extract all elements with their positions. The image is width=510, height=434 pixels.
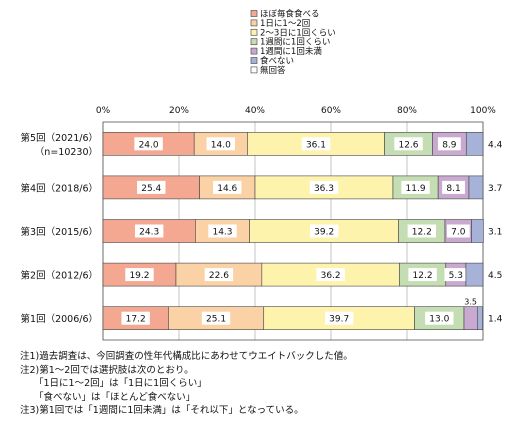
footnote-1: 注1)過去調査は、今回調査の性年代構成比にあわせてウエイトバックした値。 [20, 351, 353, 362]
data-label: 12.2 [412, 228, 432, 238]
data-label-box [444, 268, 468, 282]
x-tick-label: 100% [470, 106, 496, 116]
data-label: 39.2 [314, 228, 334, 238]
data-label-box [213, 180, 242, 194]
legend: ほぼ毎食食べる1日に1〜2回2〜3日に1回くらい1週間に1回くらい1週間に1回未… [250, 9, 336, 76]
data-label: 12.2 [413, 271, 433, 281]
footnote-2: 注2)第1〜2回では選択肢は次のとおり。 [20, 364, 194, 376]
data-label: 3.5 [464, 298, 477, 307]
bar-segment [468, 175, 484, 200]
y-category-label: 第3回（2015/6） [21, 226, 98, 238]
data-label-box [204, 268, 234, 282]
data-label-box [134, 137, 163, 151]
data-label: 25.1 [206, 315, 226, 325]
data-label: 24.0 [139, 140, 159, 150]
data-label: 22.6 [209, 271, 229, 281]
legend-label: 無回答 [260, 65, 286, 76]
data-label-box [437, 137, 461, 151]
data-label: 39.7 [329, 315, 349, 325]
data-label-box [125, 268, 154, 282]
bar-segment [465, 132, 484, 156]
data-label: 13.0 [429, 315, 449, 325]
data-label-box [442, 180, 465, 194]
data-label: 25.4 [141, 184, 161, 194]
legend-swatch [250, 57, 258, 64]
data-label: 36.2 [321, 271, 341, 281]
legend-swatch [250, 10, 258, 17]
data-label: 14.0 [211, 140, 231, 150]
y-axis-labels: 第5回（2021/6） （n=10230） 第4回（2018/6） 第3回（2015/… [21, 132, 98, 325]
legend-label: 1日に1〜2回 [260, 19, 310, 29]
data-label-box [446, 224, 470, 238]
data-label-box [134, 224, 164, 238]
data-label: 17.2 [126, 315, 146, 325]
x-tick-label: 60% [321, 106, 341, 116]
footnote-2a: 「1日に1〜2回」は「1日に1回くらい」 [34, 378, 207, 389]
data-label: 14.6 [217, 184, 237, 194]
bar-segment [463, 306, 478, 331]
plot-area: 24.0 14.0 36.1 12.6 8.9 4.4 25.4 14.6 36.3 11.9 8.… [102, 121, 503, 341]
data-label-box [401, 180, 430, 194]
data-label-box [137, 180, 166, 194]
data-label-box [309, 180, 339, 194]
data-label: 4.5 [488, 271, 502, 281]
data-label: 4.4 [488, 140, 503, 150]
y-category-label: 第2回（2012/6） [21, 270, 98, 282]
legend-swatch [250, 47, 258, 55]
bar-segment [465, 262, 484, 287]
y-category-label: 第1回（2006/6） [21, 313, 98, 325]
y-category-label: 第4回（2018/6） [21, 182, 98, 194]
data-label-box [324, 311, 354, 325]
data-label-box [408, 268, 437, 282]
data-label-box [208, 224, 237, 238]
data-label: 3.7 [488, 184, 502, 194]
data-label-box [425, 311, 454, 325]
x-tick-label: 20% [169, 106, 189, 116]
y-category-sublabel: （n=10230） [35, 146, 98, 158]
data-label: 8.9 [442, 140, 457, 150]
legend-label: 1週間に1回くらい [260, 38, 330, 48]
data-label-box [206, 137, 235, 151]
data-label-box [201, 311, 231, 325]
legend-label: 食べない [260, 56, 294, 67]
legend-swatch [250, 38, 258, 46]
data-label: 12.6 [398, 140, 418, 150]
data-label: 5.3 [449, 271, 463, 281]
data-label: 7.0 [451, 228, 466, 238]
data-label: 24.3 [139, 228, 159, 238]
data-label: 3.1 [488, 228, 502, 238]
data-label-box [309, 224, 339, 238]
data-label: 36.3 [314, 184, 334, 194]
data-label: 36.1 [306, 140, 326, 150]
bar-segment [476, 306, 483, 331]
bar-segment [471, 219, 484, 243]
legend-swatch [250, 66, 258, 74]
y-category-label: 第5回（2021/6） [21, 132, 98, 144]
x-tick-label: 40% [245, 106, 265, 116]
footnote-2b: 「食べない」は「ほとんど食べない」 [34, 391, 196, 403]
legend-label: 1週間に1回未満 [260, 46, 322, 57]
data-label: 19.2 [129, 271, 149, 281]
data-label: 14.3 [212, 228, 232, 238]
x-tick-label: 80% [397, 106, 417, 116]
data-label-box [301, 137, 331, 151]
legend-swatch [250, 28, 258, 36]
data-label-box [121, 311, 150, 325]
data-label: 11.9 [406, 184, 426, 194]
x-tick-label: 0% [96, 106, 111, 116]
data-label-box [407, 224, 437, 238]
legend-label: ほぼ毎食食べる [260, 9, 320, 20]
data-label: 8.1 [446, 184, 460, 194]
footnotes: 注1)過去調査は、今回調査の性年代構成比にあわせてウエイトバックした値。 注2)… [20, 350, 505, 418]
legend-label: 2〜3日に1回くらい [260, 28, 336, 38]
stacked-bar-chart: ほぼ毎食食べる1日に1〜2回2〜3日に1回くらい1週間に1回くらい1週間に1回未… [21, 9, 503, 341]
data-label-box [394, 137, 423, 151]
footnote-3: 注3)第1回では「1週間に1回未満」は「それ以下」となっている。 [20, 405, 304, 416]
data-label-box [316, 268, 345, 282]
legend-swatch [250, 19, 258, 27]
data-label: 1.4 [488, 315, 503, 325]
